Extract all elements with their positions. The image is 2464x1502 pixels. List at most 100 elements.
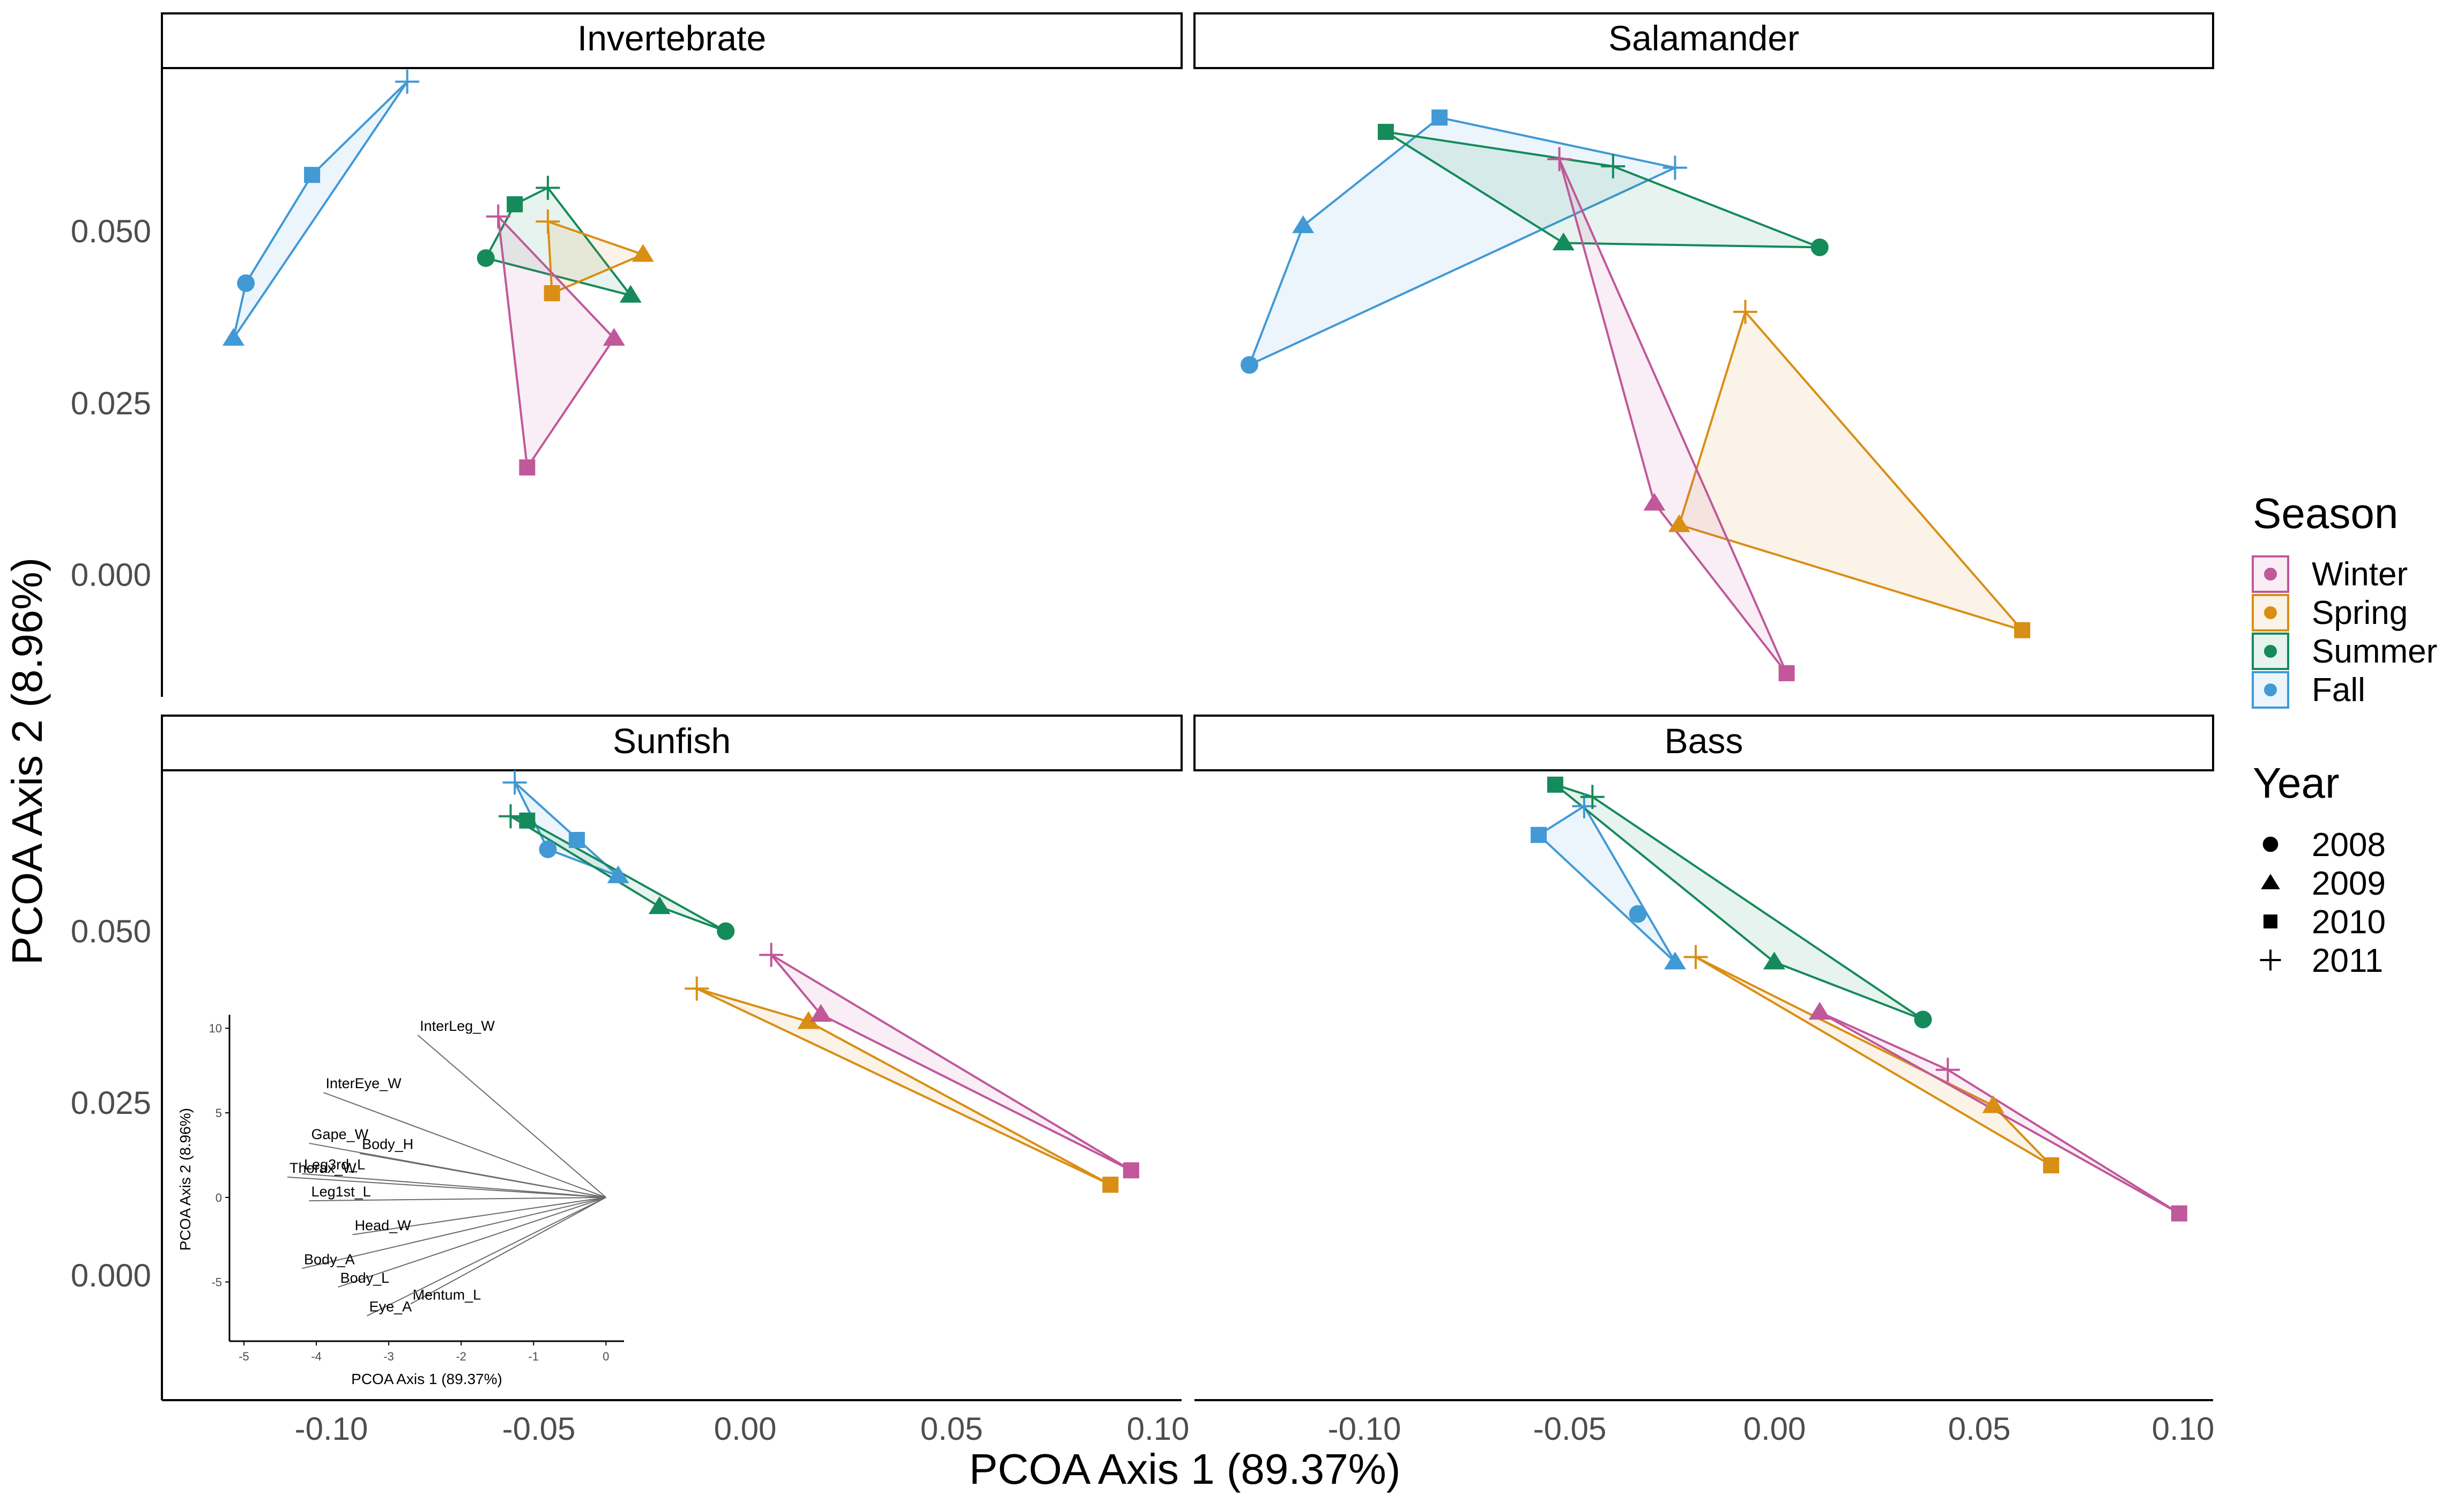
hull-spring (1678, 310, 2023, 631)
circle-marker (2262, 836, 2279, 852)
triangle-marker (2261, 874, 2280, 889)
hull-winter (770, 954, 1132, 1172)
legend-season-label: Winter (2312, 556, 2408, 593)
inset-vector-label: Eye_A (369, 1299, 412, 1315)
legend-season-dot (2264, 606, 2277, 619)
triangle-marker (648, 896, 671, 914)
plus-marker (502, 770, 527, 795)
circle-marker (1629, 905, 1647, 923)
x-tick-label: -0.05 (1533, 1411, 1607, 1447)
legend-season-label: Spring (2312, 594, 2408, 631)
panel-strip-invertebrate: Invertebrate (161, 12, 1183, 69)
circle-marker (477, 249, 495, 267)
inset-vector-label: InterLeg_W (420, 1018, 495, 1034)
square-marker (1431, 109, 1448, 126)
x-tick-label: -0.05 (502, 1411, 576, 1447)
plus-marker (395, 69, 420, 94)
plus-marker (1580, 785, 1605, 809)
x-ticks-left: -0.10 -0.05 0.00 0.05 0.10 (295, 1411, 1190, 1447)
x-tick-label: 0.05 (1948, 1411, 2011, 1447)
triangle-marker (1668, 514, 1690, 532)
square-marker (519, 812, 536, 829)
y-tick-label: 0.050 (71, 213, 151, 249)
circle-marker (539, 840, 557, 858)
plus-marker (536, 175, 560, 200)
y-tick-label: 0.025 (71, 1085, 151, 1121)
triangle-marker (1552, 232, 1575, 251)
triangle-marker (1982, 1095, 2005, 1113)
legend-year-title: Year (2253, 759, 2340, 807)
panel-bass (1531, 776, 2187, 1222)
legend-season-dot (2264, 683, 2277, 696)
panel-title-salamander: Salamander (1608, 18, 1799, 58)
inset-x-tick-label: -5 (239, 1350, 249, 1363)
plus-marker (1683, 945, 1708, 969)
triangle-marker (797, 1011, 820, 1029)
inset-y-axis-title: PCOA Axis 2 (8.96%) (177, 1108, 194, 1251)
inset-ticks: -5 -4 -3 -2 -1 0 -5 0 5 10 (209, 1022, 610, 1363)
inset-vector-line (301, 1196, 606, 1269)
legend-year-label: 2011 (2312, 942, 2383, 979)
plus-marker (1601, 154, 1626, 179)
hull-spring (695, 987, 1112, 1186)
inset-vector-line (359, 1152, 606, 1198)
inset-x-tick-label: -1 (528, 1350, 539, 1363)
square-marker (2043, 1157, 2059, 1173)
x-ticks-right: -0.10 -0.05 0.00 0.05 0.10 (1328, 1411, 2215, 1447)
plus-marker (2260, 949, 2281, 971)
triangle-marker (1292, 215, 1315, 233)
square-marker (1531, 827, 1547, 843)
inset-vector-label: Head_W (355, 1217, 412, 1233)
circle-marker (1914, 1010, 1932, 1029)
square-marker (544, 285, 560, 301)
square-marker (304, 167, 321, 183)
panel-salamander (1241, 109, 2030, 681)
triangle-marker (1808, 1002, 1831, 1020)
square-marker (568, 831, 585, 848)
square-marker (1102, 1177, 1119, 1193)
legend-season-swatch (2252, 633, 2289, 670)
x-tick-label: 0.10 (1127, 1411, 1190, 1447)
circle-marker (717, 922, 735, 940)
x-axis-title: PCOA Axis 1 (89.37%) (969, 1445, 1401, 1493)
triangle-marker (810, 1004, 832, 1022)
legend-year-label: 2008 (2312, 827, 2386, 864)
y-tick-label: 0.000 (71, 557, 151, 593)
y-axis-title: PCOA Axis 2 (8.96%) (3, 557, 51, 965)
legend-season-title: Season (2253, 489, 2398, 537)
x-tick-label: 0.00 (714, 1411, 777, 1447)
plus-marker (536, 209, 560, 234)
panel-title-invertebrate: Invertebrate (577, 18, 766, 58)
y-tick-label: 0.050 (71, 913, 151, 949)
inset-vector-label: Gape_W (311, 1126, 369, 1142)
plus-marker (759, 942, 784, 967)
square-marker (2263, 914, 2277, 928)
panel-title-bass: Bass (1665, 721, 1743, 761)
triangle-marker (1643, 493, 1666, 511)
plus-marker (486, 204, 510, 229)
y-ticks-bottom: 0.050 0.025 0.000 (71, 913, 151, 1293)
hull-winter (497, 215, 615, 469)
x-tick-label: 0.10 (2152, 1411, 2215, 1447)
legend-year-label: 2010 (2312, 904, 2386, 941)
legend-season-label: Fall (2312, 672, 2365, 709)
inset-vector-line (338, 1196, 606, 1288)
x-tick-label: -0.10 (1328, 1411, 1401, 1447)
inset-vector-line (301, 1173, 606, 1198)
inset-x-tick-label: 0 (603, 1350, 609, 1363)
plus-marker (498, 804, 523, 829)
inset-x-tick-label: -4 (311, 1350, 322, 1363)
legend-season-dot (2264, 645, 2277, 658)
x-tick-label: -0.10 (295, 1411, 368, 1447)
circle-marker (237, 274, 255, 292)
inset-vector-label: Thorax_W (290, 1160, 357, 1176)
inset-x-tick-label: -3 (383, 1350, 394, 1363)
inset-y-tick-label: -5 (211, 1276, 222, 1289)
inset-vector-label: Body_L (340, 1270, 390, 1286)
panel-sunfish (498, 770, 1139, 1193)
inset-vector-label: Body_A (304, 1251, 355, 1267)
hull-fall (232, 80, 409, 340)
